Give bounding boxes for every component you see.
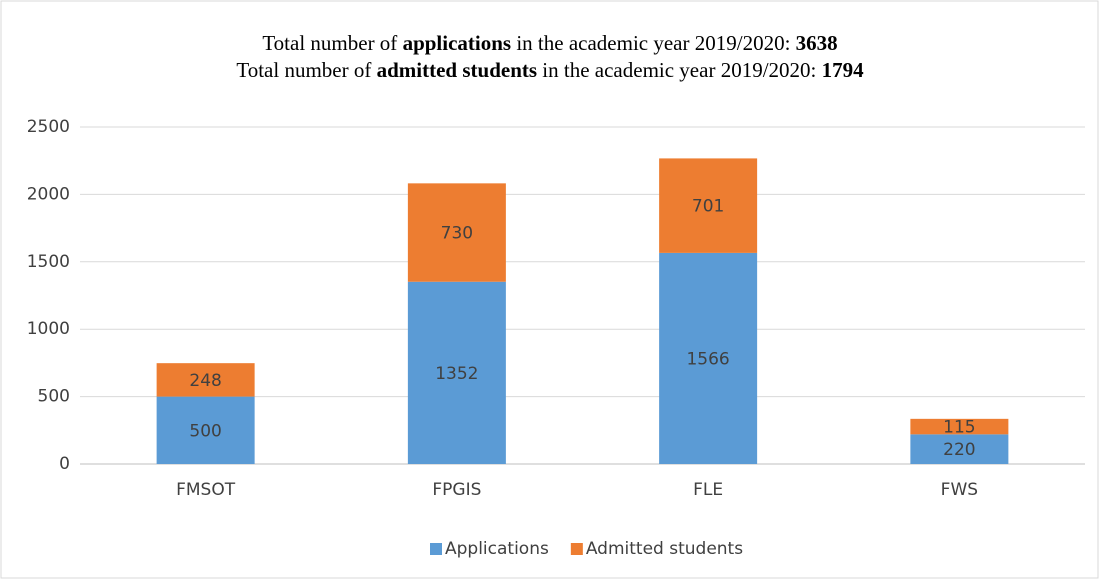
bar-segment [910,418,1009,435]
title-part: applications [403,31,512,55]
title-part: Total number of [262,31,402,55]
chart-title: Total number of admitted students in the… [236,58,864,82]
data-label: 248 [189,371,221,391]
title-part: in the academic year 2019/2020: [537,58,822,82]
bar-segment [407,281,506,464]
y-tick-label: 2000 [27,184,70,204]
bar-segment [156,363,255,397]
bar-segment [407,183,506,282]
x-tick-label: FPGIS [432,480,481,500]
x-tick-label: FMSOT [176,480,236,500]
chart-title: Total number of applications in the acad… [262,31,837,55]
y-tick-label: 1000 [27,319,70,339]
data-label: 701 [692,197,724,217]
title-part: admitted students [377,58,537,82]
bar-segment [156,396,255,464]
bar-segment [910,434,1009,464]
y-tick-label: 1500 [27,252,70,272]
y-tick-label: 0 [59,454,70,474]
title-part: 3638 [796,31,838,55]
legend-label: Applications [445,539,549,559]
data-label: 1566 [686,349,729,369]
y-tick-label: 2500 [27,117,70,137]
title-part: Total number of [236,58,376,82]
data-label: 730 [441,224,473,244]
legend-label: Admitted students [586,539,743,559]
data-label: 115 [943,418,975,438]
legend-swatch [430,543,442,555]
title-part: in the academic year 2019/2020: [511,31,796,55]
x-tick-label: FWS [941,480,978,500]
bar-segment [659,252,758,464]
y-tick-label: 500 [38,387,70,407]
title-part: 1794 [822,58,865,82]
data-label: 500 [189,421,221,441]
data-label: 1352 [435,364,478,384]
x-tick-label: FLE [693,480,723,500]
legend-swatch [570,543,583,555]
bar-segment [659,158,758,253]
data-label: 220 [943,440,975,460]
